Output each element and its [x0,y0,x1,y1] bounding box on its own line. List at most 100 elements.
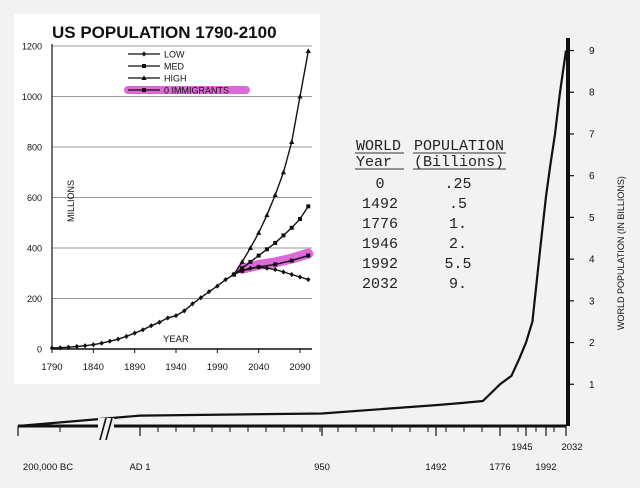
legend-label: MED [164,62,185,72]
table-title-world: WORLD [356,138,401,155]
us-historical-point [182,308,187,314]
table-cell-year: 1492 [362,196,398,213]
us-series-line-med [233,205,309,276]
table-cell-year: 1946 [362,236,398,253]
us-series-point [281,233,286,238]
us-highlight-group [237,248,314,274]
us-series-point [289,139,295,144]
us-series-point [280,169,287,175]
table-cell-billions: 9. [449,276,467,293]
us-series-point [273,266,278,273]
world-x-tick-label: 200,000 BC [23,462,73,473]
us-y-tick-label: 0 [37,345,42,355]
us-historical-point [198,295,203,301]
world-x-tick-label: 1776 [489,462,510,473]
us-historical-point [140,327,146,333]
legend-marker [141,51,147,57]
us-historical-point [173,313,179,319]
world-x-tick-label: 1992 [535,462,556,473]
us-historical-point [124,333,129,339]
table-cell-billions: 2. [449,236,467,253]
us-series-point [264,212,270,218]
us-historical-point [190,301,195,307]
us-historical-point [58,345,63,351]
us-x-axis-label: YEAR [163,334,189,345]
us-historical-point [49,345,55,351]
legend-marker [141,75,147,80]
world-x-tick-label: 950 [314,462,330,473]
us-series-point [247,245,253,250]
us-series-point [264,265,270,271]
world-x-tick-label: 1492 [425,462,446,473]
world-y-tick-label: 1 [589,380,595,391]
us-historical-point [115,336,121,342]
us-series-point [239,259,245,264]
us-historical-point [215,283,220,289]
us-series-point [264,247,269,252]
us-series-point [305,48,311,54]
us-historical-point [107,338,113,344]
us-series-point [306,276,311,283]
world-y-tick-label: 2 [589,338,595,349]
us-gridlines [52,45,312,299]
world-y-tick-label: 6 [589,171,595,182]
us-historical-point [223,276,228,283]
world-population-line [17,50,568,428]
world-curve-group [17,50,568,428]
world-y-tick-label: 5 [589,213,595,224]
us-series-point [289,225,294,230]
us-historical-point [149,323,154,329]
us-x-tick-label: 1990 [207,362,228,373]
us-series-point [231,271,237,277]
us-historical-point [157,319,162,325]
us-historical-point [82,343,88,349]
us-x-tick-label: 1840 [83,362,104,373]
table-cell-year: 1992 [362,256,398,273]
us-series-point [256,264,261,269]
world-y-tick-label: 7 [589,129,595,140]
us-highlight-stroke [237,248,314,274]
us-series-point [289,258,294,263]
us-series-point [298,216,302,221]
us-series-point [281,269,286,275]
us-x-tick-label: 1890 [124,362,145,373]
us-historical-point [165,315,170,321]
us-y-tick-label: 800 [27,143,42,153]
world-y-tick-label: 4 [589,255,595,266]
legend-label: 0 IMMIGRANTS [164,86,229,96]
us-series-group [49,48,311,351]
us-x-tick-label: 1790 [41,362,62,373]
table-cell-billions: 5.5 [444,256,471,273]
us-series-point [248,259,253,264]
inset-panel [14,14,320,384]
us-series-point [273,240,278,245]
us-series-point [306,204,311,209]
us-series-point [306,253,311,258]
table-cell-billions: .25 [444,176,471,193]
us-series-point [297,274,303,280]
us-series-point [273,262,278,267]
us-chart-title: US POPULATION 1790-2100 [52,23,277,42]
world-y-tick-label: 8 [589,88,595,99]
us-historical-point [99,340,104,346]
world-y-tick-label: 3 [589,296,595,307]
table-col-year: Year [356,154,392,171]
table-cell-year: 1776 [362,216,398,233]
us-y-axis-label: MILLIONS [66,180,76,222]
us-series-point [289,271,294,278]
us-x-tick-label: 1940 [165,362,186,373]
us-y-tick-label: 1000 [22,92,42,102]
world-y-tick-label: 9 [589,46,595,57]
table-cell-year: 0 [375,176,384,193]
table-cell-year: 2032 [362,276,398,293]
table-rows: 0 .25 1492 .5 1776 1. 1946 2. 1992 5.5 2032 9. [362,176,472,293]
legend-marker [142,64,146,68]
us-y-tick-label: 200 [27,294,42,304]
table-title-population: POPULATION [414,138,504,155]
us-y-tick-labels: 0 200 400 600 800 1000 1200 [22,42,42,355]
us-y-tick-label: 600 [27,193,42,203]
us-x-tick-label: 2040 [248,362,269,373]
us-y-tick-label: 1200 [22,42,42,52]
us-series-point [272,192,278,197]
